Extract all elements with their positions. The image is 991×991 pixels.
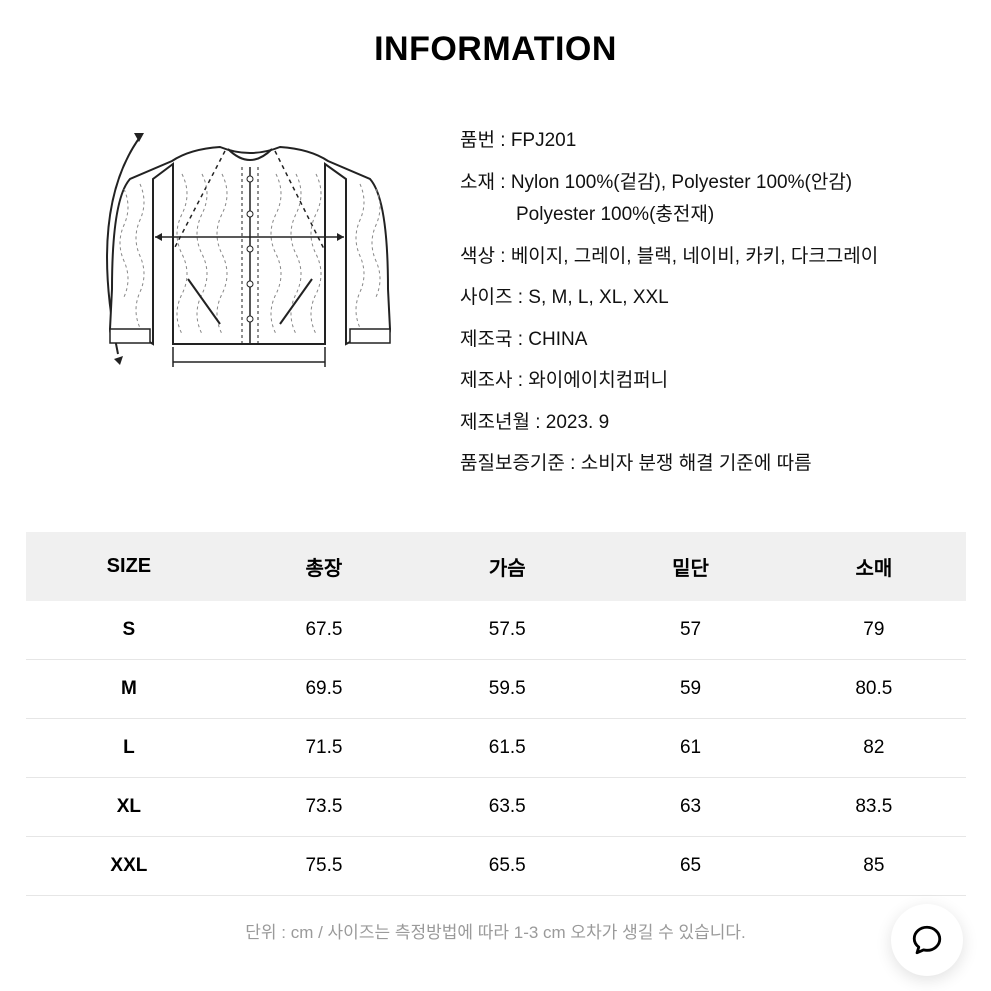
info-size: 사이즈 : S, M, L, XL, XXL — [460, 284, 946, 313]
table-cell: 61.5 — [416, 718, 599, 777]
table-cell: 79 — [782, 601, 965, 660]
table-row: M69.559.55980.5 — [26, 659, 966, 718]
info-label: 사이즈 — [460, 287, 512, 308]
table-cell: 63 — [599, 777, 782, 836]
size-col-length: 총장 — [232, 532, 415, 601]
info-value: 2023. 9 — [546, 412, 609, 433]
table-cell: 71.5 — [232, 718, 415, 777]
table-cell: 75.5 — [232, 836, 415, 895]
size-col-size: SIZE — [26, 532, 233, 601]
table-cell: M — [26, 659, 233, 718]
info-value: Nylon 100%(겉감), Polyester 100%(안감) — [511, 172, 852, 193]
table-cell: 57.5 — [416, 601, 599, 660]
table-cell: L — [26, 718, 233, 777]
table-cell: 59 — [599, 659, 782, 718]
table-row: XXL75.565.56585 — [26, 836, 966, 895]
info-value: 소비자 분쟁 해결 기준에 따름 — [581, 453, 812, 474]
size-table-body: S67.557.55779M69.559.55980.5L71.561.5618… — [26, 601, 966, 896]
table-cell: 73.5 — [232, 777, 415, 836]
size-note: 단위 : cm / 사이즈는 측정방법에 따라 1-3 cm 오차가 생길 수 … — [0, 896, 991, 943]
info-label: 제조년월 — [460, 412, 530, 433]
table-row: S67.557.55779 — [26, 601, 966, 660]
product-info-list: 품번 : FPJ201 소재 : Nylon 100%(겉감), Polyest… — [460, 119, 946, 492]
chat-icon — [910, 923, 944, 957]
table-cell: 65.5 — [416, 836, 599, 895]
table-cell: S — [26, 601, 233, 660]
table-cell: 82 — [782, 718, 965, 777]
table-row: L71.561.56182 — [26, 718, 966, 777]
info-material: 소재 : Nylon 100%(겉감), Polyester 100%(안감) — [460, 169, 946, 198]
info-label: 품번 — [460, 130, 495, 151]
table-cell: XL — [26, 777, 233, 836]
top-section: 품번 : FPJ201 소재 : Nylon 100%(겉감), Polyest… — [0, 119, 991, 532]
info-value: 베이지, 그레이, 블랙, 네이비, 카키, 다크그레이 — [511, 246, 878, 267]
table-cell: 59.5 — [416, 659, 599, 718]
info-value: S, M, L, XL, XXL — [528, 287, 668, 308]
info-value: CHINA — [528, 329, 587, 350]
page-title: INFORMATION — [0, 0, 991, 119]
table-cell: 80.5 — [782, 659, 965, 718]
size-table: SIZE 총장 가슴 밑단 소매 S67.557.55779M69.559.55… — [26, 532, 966, 896]
size-col-hem: 밑단 — [599, 532, 782, 601]
table-cell: 65 — [599, 836, 782, 895]
info-value: FPJ201 — [511, 130, 576, 151]
info-quality: 품질보증기준 : 소비자 분쟁 해결 기준에 따름 — [460, 450, 946, 479]
table-cell: 85 — [782, 836, 965, 895]
size-col-chest: 가슴 — [416, 532, 599, 601]
info-label: 제조사 — [460, 370, 512, 391]
table-cell: 69.5 — [232, 659, 415, 718]
info-label: 소재 — [460, 172, 495, 193]
chat-button[interactable] — [891, 904, 963, 976]
info-color: 색상 : 베이지, 그레이, 블랙, 네이비, 카키, 다크그레이 — [460, 243, 946, 272]
info-country: 제조국 : CHINA — [460, 326, 946, 355]
table-cell: 61 — [599, 718, 782, 777]
info-mfg-date: 제조년월 : 2023. 9 — [460, 409, 946, 438]
size-table-head: SIZE 총장 가슴 밑단 소매 — [26, 532, 966, 601]
info-label: 품질보증기준 — [460, 453, 565, 474]
table-cell: 83.5 — [782, 777, 965, 836]
table-row: XL73.563.56383.5 — [26, 777, 966, 836]
jacket-diagram — [70, 119, 430, 492]
info-label: 제조국 — [460, 329, 512, 350]
info-material-line2: Polyester 100%(충전재) — [460, 201, 946, 230]
table-cell: 57 — [599, 601, 782, 660]
table-cell: 63.5 — [416, 777, 599, 836]
table-cell: XXL — [26, 836, 233, 895]
info-manufacturer: 제조사 : 와이에이치컴퍼니 — [460, 367, 946, 396]
info-value: 와이에이치컴퍼니 — [528, 370, 668, 391]
info-product-code: 품번 : FPJ201 — [460, 127, 946, 156]
size-col-sleeve: 소매 — [782, 532, 965, 601]
table-cell: 67.5 — [232, 601, 415, 660]
info-label: 색상 — [460, 246, 495, 267]
